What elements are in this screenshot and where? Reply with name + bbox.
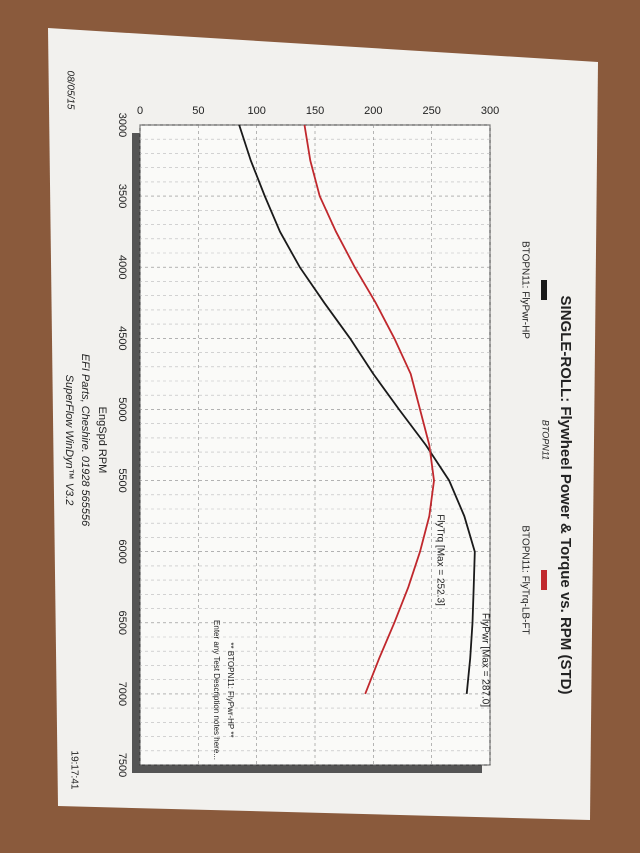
- footer-line: EFI Parts, Cheshire. 01928 565556: [79, 354, 91, 527]
- annotation: FlyTrq [Max = 252.3]: [434, 514, 445, 606]
- x-tick-label: 3500: [116, 184, 128, 208]
- x-tick-label: 7000: [116, 682, 128, 706]
- legend-swatch: [541, 280, 547, 300]
- y-tick-label: 200: [364, 105, 382, 117]
- x-tick-label: 3000: [116, 113, 128, 137]
- chart-title: SINGLE-ROLL: Flywheel Power & Torque vs.…: [557, 296, 574, 695]
- series-line: [303, 124, 435, 695]
- x-tick-label: 5500: [116, 468, 128, 492]
- x-tick-label: 6000: [116, 539, 128, 563]
- x-tick-label: 6500: [116, 611, 128, 635]
- x-tick-label: 7500: [116, 753, 128, 777]
- x-tick-label: 4500: [116, 326, 128, 350]
- x-tick-label: 5000: [116, 397, 128, 421]
- legend-label: BTOPN11: FlyTrq-LB-FT: [519, 525, 530, 634]
- annotation: FlyPwr [Max = 287.0]: [479, 613, 490, 707]
- annotation: Enter any Test Description notes here...: [212, 620, 221, 760]
- y-tick-label: 50: [192, 105, 204, 117]
- y-tick-label: 100: [247, 105, 265, 117]
- y-tick-label: 250: [422, 105, 440, 117]
- chart-subtitle: BTOPN11: [541, 420, 551, 460]
- legend-swatch: [541, 570, 547, 590]
- legend-label: BTOPN11: FlyPwr-HP: [519, 241, 530, 339]
- footer-line: SuperFlow WinDyn™ V3.2: [63, 375, 75, 506]
- x-axis-label: EngSpd RPM: [96, 407, 108, 474]
- time: 19:17:41: [68, 751, 79, 790]
- y-tick-label: 0: [137, 105, 143, 117]
- y-tick-label: 150: [306, 105, 324, 117]
- annotation: ** BTOPN11: FlyPwr-HP **: [226, 642, 235, 737]
- series-line: [238, 124, 476, 694]
- chart: 3000350040004500500055006000650070007500…: [63, 71, 574, 790]
- date: 08/05/15: [64, 71, 75, 110]
- y-tick-label: 300: [481, 105, 499, 117]
- x-tick-label: 4000: [116, 255, 128, 279]
